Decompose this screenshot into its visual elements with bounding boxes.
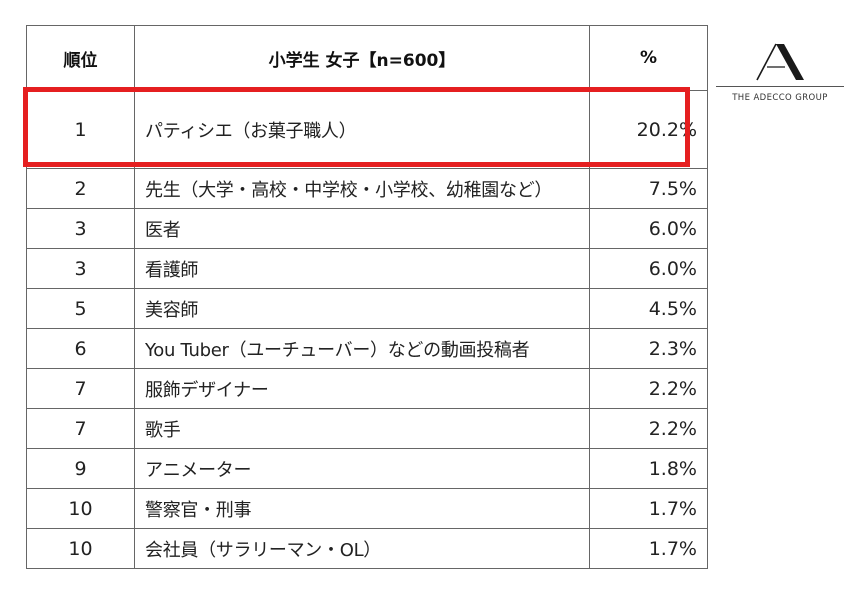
table-row: 10 警察官・刑事 1.7% [26, 488, 708, 529]
table-row: 6 You Tuber（ユーチューバー）などの動画投稿者 2.3% [26, 328, 708, 369]
percent-cell: 7.5% [589, 168, 708, 209]
adecco-logo: THE ADECCO GROUP [716, 38, 844, 108]
table-row: 10 会社員（サラリーマン・OL） 1.7% [26, 528, 708, 569]
ranking-table: 順位 小学生 女子【n=600】 % 1 パティシエ（お菓子職人） 20.2% … [26, 25, 708, 569]
rank-cell: 10 [26, 488, 135, 529]
rank-cell: 7 [26, 408, 135, 449]
percent-cell: 2.2% [589, 408, 708, 449]
job-cell: 美容師 [134, 288, 590, 329]
job-cell: 歌手 [134, 408, 590, 449]
rank-cell: 2 [26, 168, 135, 209]
percent-cell: 6.0% [589, 248, 708, 289]
logo-divider [716, 86, 844, 87]
header-percent: % [589, 25, 708, 91]
logo-text: THE ADECCO GROUP [732, 93, 828, 103]
header-rank: 順位 [26, 25, 135, 91]
table-row: 2 先生（大学・高校・中学校・小学校、幼稚園など） 7.5% [26, 168, 708, 209]
percent-cell: 4.5% [589, 288, 708, 329]
rank-cell: 9 [26, 448, 135, 489]
job-cell: アニメーター [134, 448, 590, 489]
header-row: 順位 小学生 女子【n=600】 % [26, 25, 708, 91]
rank-cell: 3 [26, 208, 135, 249]
rank-cell: 6 [26, 328, 135, 369]
table-row: 7 歌手 2.2% [26, 408, 708, 449]
rank-cell: 3 [26, 248, 135, 289]
table-row: 1 パティシエ（お菓子職人） 20.2% [26, 90, 708, 169]
percent-cell: 1.8% [589, 448, 708, 489]
job-cell: パティシエ（お菓子職人） [134, 90, 590, 169]
table-row: 3 看護師 6.0% [26, 248, 708, 289]
rank-cell: 10 [26, 528, 135, 569]
table-row: 3 医者 6.0% [26, 208, 708, 249]
percent-cell: 1.7% [589, 528, 708, 569]
rank-cell: 7 [26, 368, 135, 409]
rank-cell: 1 [26, 90, 135, 169]
percent-cell: 6.0% [589, 208, 708, 249]
table-row: 7 服飾デザイナー 2.2% [26, 368, 708, 409]
job-cell: 看護師 [134, 248, 590, 289]
job-cell: 服飾デザイナー [134, 368, 590, 409]
job-cell: 警察官・刑事 [134, 488, 590, 529]
job-cell: 会社員（サラリーマン・OL） [134, 528, 590, 569]
percent-cell: 2.3% [589, 328, 708, 369]
percent-cell: 1.7% [589, 488, 708, 529]
adecco-a-logo-icon [754, 42, 806, 86]
job-cell: 先生（大学・高校・中学校・小学校、幼稚園など） [134, 168, 590, 209]
header-job: 小学生 女子【n=600】 [134, 25, 590, 91]
rank-cell: 5 [26, 288, 135, 329]
job-cell: 医者 [134, 208, 590, 249]
job-cell: You Tuber（ユーチューバー）などの動画投稿者 [134, 328, 590, 369]
percent-cell: 20.2% [589, 90, 708, 169]
table-row: 5 美容師 4.5% [26, 288, 708, 329]
table-row: 9 アニメーター 1.8% [26, 448, 708, 489]
percent-cell: 2.2% [589, 368, 708, 409]
